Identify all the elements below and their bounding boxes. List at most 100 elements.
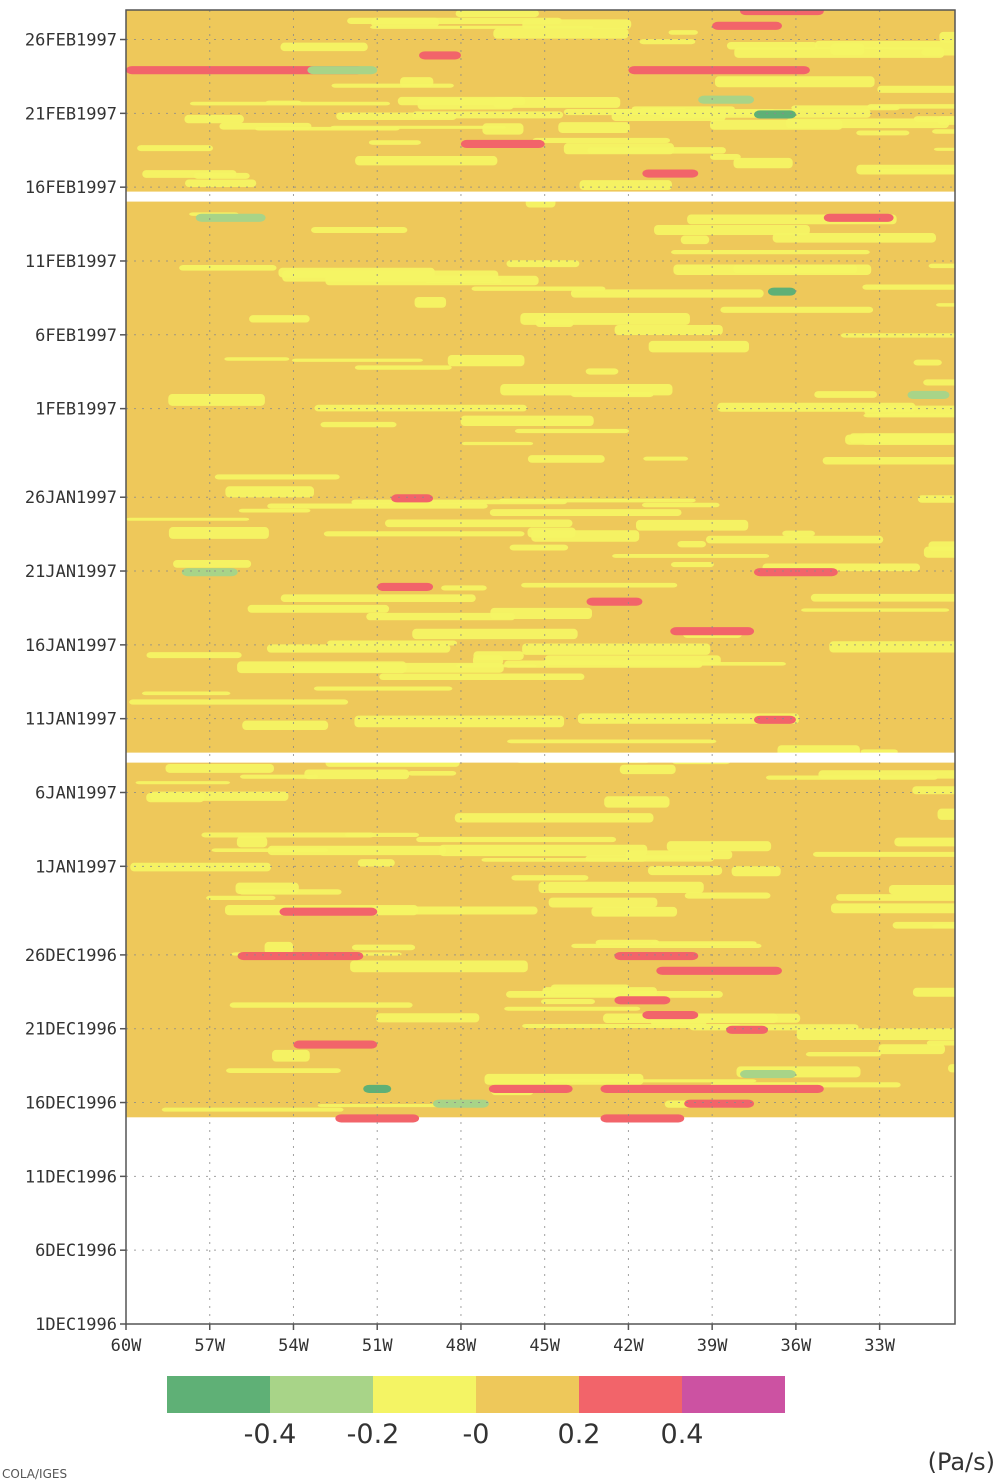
- field-band: [282, 270, 499, 282]
- field-band: [935, 303, 955, 307]
- field-band: [350, 960, 528, 973]
- feature-20: [754, 715, 796, 724]
- field-band: [304, 769, 410, 780]
- y-tick-label: 26FEB1997: [25, 31, 117, 51]
- field-band: [414, 296, 447, 308]
- field-band: [666, 841, 772, 852]
- x-axis: 60W 57W 54W 51W 48W 45W 42W 39W 36W 33W: [111, 1324, 896, 1356]
- field-band: [928, 263, 955, 269]
- colorbar-swatch: [579, 1376, 682, 1413]
- field-band: [550, 984, 630, 994]
- field-band: [710, 153, 741, 160]
- field-band: [796, 1028, 955, 1040]
- field-band: [548, 897, 658, 908]
- field-band: [161, 1107, 344, 1112]
- field-band: [493, 28, 629, 39]
- field-band: [863, 413, 955, 418]
- field-band: [595, 939, 660, 946]
- field-band: [460, 415, 594, 427]
- field-band: [680, 235, 710, 245]
- feature-35: [433, 1099, 489, 1108]
- field-band: [352, 906, 538, 915]
- feature-11: [195, 213, 266, 222]
- field-band: [447, 354, 525, 367]
- field-band: [130, 862, 271, 872]
- y-axis: 1DEC1996 6DEC1996 11DEC1996 16DEC1996 21DEC1…: [25, 31, 126, 1335]
- field-band: [814, 391, 878, 398]
- feature-8: [460, 139, 545, 149]
- field-band: [829, 641, 955, 653]
- colorbar-label: -0.4: [244, 1419, 297, 1450]
- y-tick-label: 1FEB1997: [35, 400, 117, 420]
- data-gap-0: [126, 752, 955, 763]
- field-band: [461, 441, 534, 446]
- field-band: [912, 786, 955, 795]
- field-band: [538, 881, 704, 894]
- feature-32: [600, 1114, 685, 1123]
- field-band: [836, 894, 955, 901]
- unit-label: (Pa/s): [928, 1448, 995, 1476]
- field-band: [651, 941, 757, 946]
- x-tick-label: 45W: [529, 1336, 560, 1356]
- x-tick-label: 57W: [194, 1336, 225, 1356]
- y-tick-label: 11DEC1996: [25, 1167, 117, 1187]
- field-band: [179, 265, 277, 271]
- field-band: [822, 456, 955, 465]
- field-band: [520, 312, 690, 325]
- field-band: [926, 1040, 955, 1046]
- x-tick-label: 42W: [613, 1336, 644, 1356]
- field-band: [571, 392, 654, 398]
- field-band: [720, 306, 874, 313]
- field-band: [455, 10, 539, 18]
- y-tick-label: 1JAN1997: [35, 857, 117, 877]
- field-band: [254, 126, 400, 131]
- field-band: [371, 17, 440, 27]
- colorbar-label: 0.2: [558, 1419, 601, 1450]
- field-band: [878, 1044, 945, 1055]
- y-tick-label: 16DEC1996: [25, 1094, 117, 1114]
- field-band: [812, 851, 955, 857]
- field-band: [532, 137, 671, 144]
- feature-14: [391, 494, 434, 503]
- feature-24: [656, 966, 782, 975]
- field-band: [292, 662, 504, 673]
- field-band: [264, 941, 294, 954]
- feature-25: [614, 996, 671, 1005]
- field-band: [336, 112, 457, 120]
- field-band: [647, 866, 723, 876]
- field-band: [351, 944, 416, 951]
- credit-label: COLA/IGES: [2, 1467, 67, 1481]
- field-band: [840, 333, 955, 338]
- field-band: [540, 998, 596, 1005]
- field-band: [862, 284, 955, 290]
- y-tick-label: 16JAN1997: [25, 636, 117, 656]
- feature-17: [377, 582, 434, 591]
- feature-28: [293, 1040, 378, 1049]
- field-band: [272, 1049, 310, 1062]
- feature-15: [181, 568, 238, 577]
- field-band: [357, 859, 395, 867]
- field-band: [614, 324, 723, 335]
- field-band: [379, 673, 585, 681]
- field-band: [912, 987, 955, 997]
- field-band: [439, 844, 648, 857]
- field-band: [879, 168, 955, 174]
- feature-31: [335, 1114, 420, 1123]
- y-tick-label: 26DEC1996: [25, 946, 117, 966]
- y-tick-label: 21JAN1997: [25, 562, 117, 582]
- colorbar: -0.4 -0.2 -0 0.2 0.4: [167, 1376, 785, 1450]
- feature-9: [642, 169, 699, 178]
- x-tick-label: 33W: [864, 1336, 895, 1356]
- y-tick-label: 11FEB1997: [25, 252, 117, 272]
- y-tick-label: 26JAN1997: [25, 488, 117, 508]
- field-band: [766, 775, 938, 780]
- field-band: [733, 264, 858, 274]
- y-tick-label: 1DEC1996: [35, 1315, 117, 1335]
- field-band: [947, 1064, 955, 1073]
- field-band: [937, 808, 955, 820]
- plot-features: [126, 10, 950, 1123]
- field-band: [165, 764, 274, 773]
- colorbar-label: -0.2: [347, 1419, 400, 1450]
- feature-5: [698, 95, 755, 104]
- feature-23: [614, 951, 699, 961]
